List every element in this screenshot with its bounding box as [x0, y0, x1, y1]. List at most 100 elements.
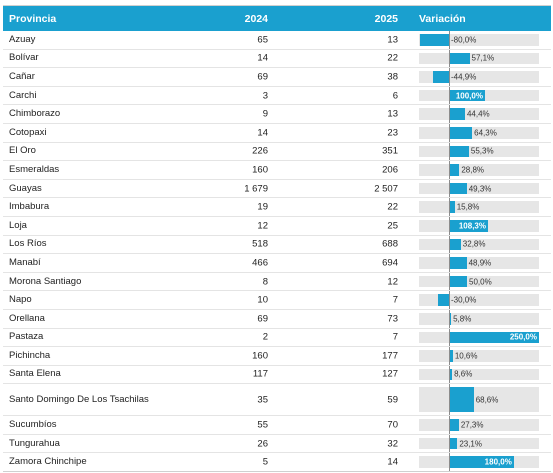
value-2024-cell: 26	[257, 438, 268, 450]
value-2024-cell: 12	[257, 220, 268, 232]
variation-cell: 68,6%	[419, 384, 539, 416]
value-2024-cell: 14	[257, 127, 268, 139]
table-row: Loja 12 25 108,3%	[3, 215, 551, 235]
variation-axis	[449, 142, 450, 161]
variation-label: 23,1%	[459, 439, 482, 449]
variation-label: 8,6%	[454, 369, 473, 379]
value-2025-cell: 127	[382, 368, 398, 380]
header-2025[interactable]: 2025	[374, 13, 398, 25]
variation-bar	[449, 419, 459, 431]
value-2025-cell: 13	[387, 34, 398, 46]
value-2024-cell: 3	[262, 90, 268, 102]
value-2024-cell: 160	[252, 350, 268, 362]
value-2025-cell: 23	[387, 127, 398, 139]
variation-label: 180,0%	[484, 457, 512, 467]
variation-cell: 23,1%	[419, 434, 539, 453]
value-2025-cell: 70	[387, 419, 398, 431]
value-2025-cell: 177	[382, 350, 398, 362]
variation-label: 10,6%	[454, 351, 478, 361]
variation-label: 57,1%	[471, 53, 495, 63]
variation-cell: 10,6%	[419, 347, 539, 365]
header-province[interactable]: Provincia	[9, 13, 57, 25]
variation-axis	[449, 272, 450, 291]
value-2024-cell: 466	[252, 257, 268, 269]
variation-bar	[449, 456, 514, 469]
variation-cell: 32,8%	[419, 235, 539, 254]
variation-bar	[438, 294, 449, 306]
variation-axis	[449, 31, 450, 49]
variation-cell: 49,3%	[419, 179, 539, 198]
variation-bar	[449, 219, 488, 232]
variation-axis	[449, 235, 450, 254]
variation-axis	[449, 347, 450, 365]
variation-cell: 5,8%	[419, 309, 539, 328]
table-row: Esmeraldas 160 206 28,8%	[3, 160, 551, 179]
province-cell: Pastaza	[9, 331, 44, 343]
variation-axis	[449, 198, 450, 216]
variation-bar	[449, 126, 473, 139]
variation-axis	[449, 179, 450, 198]
header-variation[interactable]: Variación	[419, 13, 466, 25]
variation-bar	[420, 34, 449, 46]
province-cell: Los Ríos	[9, 238, 47, 250]
value-2025-cell: 22	[387, 52, 398, 64]
table-header: Provincia 2024 2025 Variación	[3, 6, 551, 31]
variation-cell: 180,0%	[419, 453, 539, 472]
table-row: Napo 10 7 -30,0%	[3, 290, 551, 309]
province-cell: Manabí	[9, 256, 41, 268]
variation-label: 50,0%	[469, 277, 492, 287]
province-cell: Carchi	[9, 89, 37, 101]
province-cell: Esmeraldas	[9, 163, 60, 175]
table-row: Pichincha 160 177 10,6%	[3, 346, 551, 365]
table-row: Orellana 69 73 5,8%	[3, 308, 551, 328]
variation-label: 5,8%	[453, 314, 472, 324]
variation-bar	[449, 164, 460, 176]
variation-axis	[449, 453, 450, 472]
value-2024-cell: 55	[257, 419, 268, 431]
variation-label: 100,0%	[455, 91, 483, 101]
value-2024-cell: 19	[257, 201, 268, 213]
table-row: El Oro 226 351 55,3%	[3, 141, 551, 161]
variation-bar	[449, 201, 455, 213]
table-row: Manabí 466 694 48,9%	[3, 253, 551, 272]
province-cell: El Oro	[9, 145, 36, 157]
province-cell: Azuay	[9, 33, 36, 45]
variation-cell: -80,0%	[419, 31, 539, 49]
variation-label: 48,9%	[468, 258, 492, 268]
province-cell: Napo	[9, 294, 32, 306]
variation-cell: 48,9%	[419, 254, 539, 272]
table-row: Chimborazo 9 13 44,4%	[3, 104, 551, 123]
value-2024-cell: 160	[252, 164, 268, 176]
province-cell: Cañar	[9, 70, 35, 82]
table-row: Imbabura 19 22 15,8%	[3, 197, 551, 216]
value-2025-cell: 73	[387, 313, 398, 325]
table-row: Cañar 69 38 -44,9%	[3, 67, 551, 86]
province-cell: Tungurahua	[9, 437, 60, 449]
table-row: Cotopaxi 14 23 64,3%	[3, 122, 551, 142]
variation-label: 32,8%	[462, 239, 486, 249]
province-cell: Orellana	[9, 312, 45, 324]
variation-label: 44,4%	[466, 109, 490, 119]
variation-axis	[449, 161, 450, 179]
value-2025-cell: 38	[387, 71, 398, 83]
value-2025-cell: 7	[392, 331, 398, 343]
variation-bar	[449, 145, 469, 158]
table-row: Tungurahua 26 32 23,1%	[3, 433, 551, 453]
variation-bar	[449, 275, 467, 288]
variation-label: 49,3%	[468, 184, 492, 194]
variation-table: Provincia 2024 2025 Variación Azuay 65 13-…	[3, 5, 551, 473]
value-2025-cell: 14	[387, 456, 398, 468]
value-2025-cell: 351	[382, 145, 398, 157]
variation-label: 64,3%	[474, 128, 497, 138]
province-cell: Santa Elena	[9, 368, 61, 380]
value-2025-cell: 25	[387, 220, 398, 232]
header-2024[interactable]: 2024	[244, 13, 268, 25]
value-2024-cell: 14	[257, 52, 268, 64]
variation-bar	[449, 437, 458, 450]
province-cell: Morona Santiago	[9, 275, 82, 287]
value-2024-cell: 8	[262, 276, 268, 288]
variation-label: 68,6%	[475, 395, 499, 405]
variation-cell: 8,6%	[419, 365, 539, 384]
variation-axis	[449, 49, 450, 68]
table-row: Carchi 3 6 100,0%	[3, 85, 551, 105]
